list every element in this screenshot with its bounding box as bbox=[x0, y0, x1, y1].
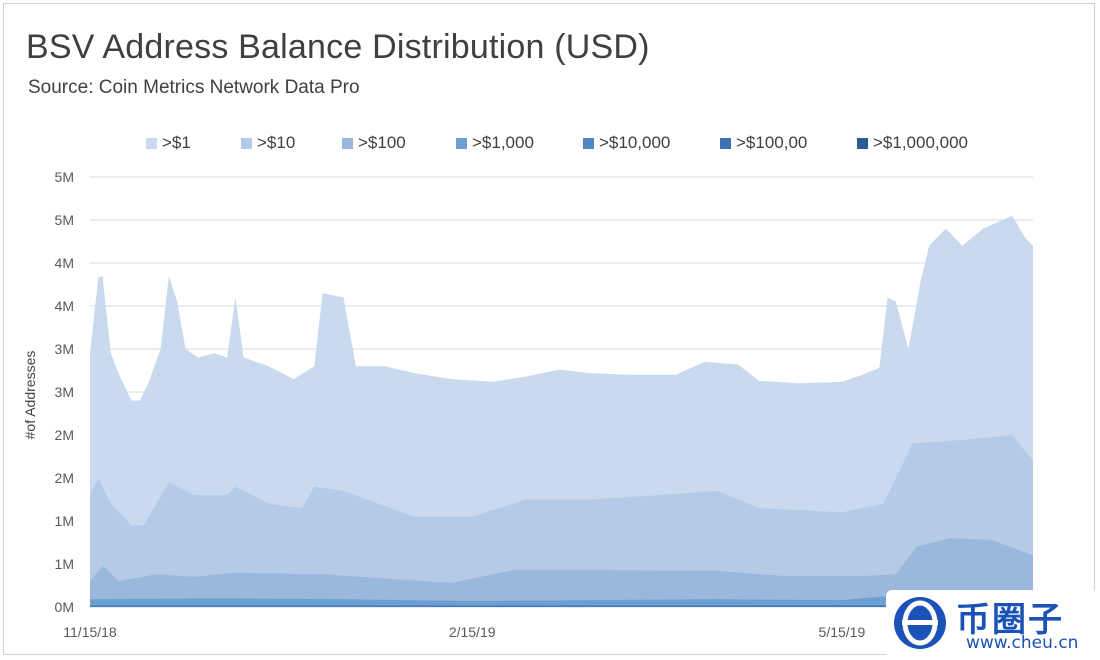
legend: >$1 >$10 >$100 >$1,000 >$10,000 >$100,00… bbox=[0, 133, 1100, 157]
legend-item: >$100 bbox=[342, 133, 406, 153]
y-tick-label: 2M bbox=[55, 470, 74, 486]
legend-item: >$10,000 bbox=[583, 133, 670, 153]
y-tick-label: 1M bbox=[55, 556, 74, 572]
chart-subtitle: Source: Coin Metrics Network Data Pro bbox=[28, 77, 360, 98]
area-series bbox=[90, 435, 1033, 607]
legend-swatch bbox=[241, 137, 252, 149]
y-tick-label: 2M bbox=[55, 427, 74, 443]
watermark-text: 币圈子 bbox=[956, 600, 1064, 640]
legend-swatch bbox=[583, 137, 594, 149]
legend-item: >$1 bbox=[146, 133, 191, 153]
y-tick-label: 1M bbox=[55, 513, 74, 529]
legend-label: >$100 bbox=[358, 133, 406, 152]
x-tick-label: 11/15/18 bbox=[63, 624, 117, 640]
watermark-url: www.cheu.cn bbox=[966, 633, 1079, 653]
legend-label: >$1 bbox=[162, 133, 191, 152]
legend-swatch bbox=[857, 137, 868, 149]
legend-label: >$1,000,000 bbox=[873, 133, 969, 152]
legend-item: >$10 bbox=[241, 133, 295, 153]
y-tick-label: 3M bbox=[55, 341, 74, 357]
area-series bbox=[90, 606, 1033, 607]
x-tick-label: 5/15/19 bbox=[819, 624, 866, 640]
y-tick-label: 0M bbox=[55, 599, 74, 615]
chart-title: BSV Address Balance Distribution (USD) bbox=[26, 28, 650, 66]
legend-label: >$1,000 bbox=[472, 133, 534, 152]
legend-item: >$1,000 bbox=[456, 133, 534, 153]
legend-swatch bbox=[456, 137, 467, 149]
legend-swatch bbox=[342, 137, 353, 149]
y-tick-label: 5M bbox=[55, 212, 74, 228]
y-tick-label: 4M bbox=[55, 298, 74, 314]
area-series bbox=[90, 593, 1033, 607]
watermark: 币圈子 www.cheu.cn bbox=[886, 590, 1098, 658]
y-tick-label: 4M bbox=[55, 255, 74, 271]
legend-swatch bbox=[146, 137, 157, 149]
area-series bbox=[90, 538, 1033, 607]
area-series bbox=[90, 604, 1033, 607]
legend-label: >$100,00 bbox=[736, 133, 808, 152]
y-tick-label: 3M bbox=[55, 384, 74, 400]
legend-item: >$1,000,000 bbox=[857, 133, 968, 153]
legend-label: >$10,000 bbox=[599, 133, 671, 152]
y-tick-label: 5M bbox=[55, 169, 74, 185]
legend-label: >$10 bbox=[257, 133, 296, 152]
x-tick-label: 2/15/19 bbox=[449, 624, 496, 640]
site-logo-icon bbox=[894, 597, 946, 649]
legend-item: >$100,00 bbox=[720, 133, 807, 153]
legend-swatch bbox=[720, 137, 731, 149]
